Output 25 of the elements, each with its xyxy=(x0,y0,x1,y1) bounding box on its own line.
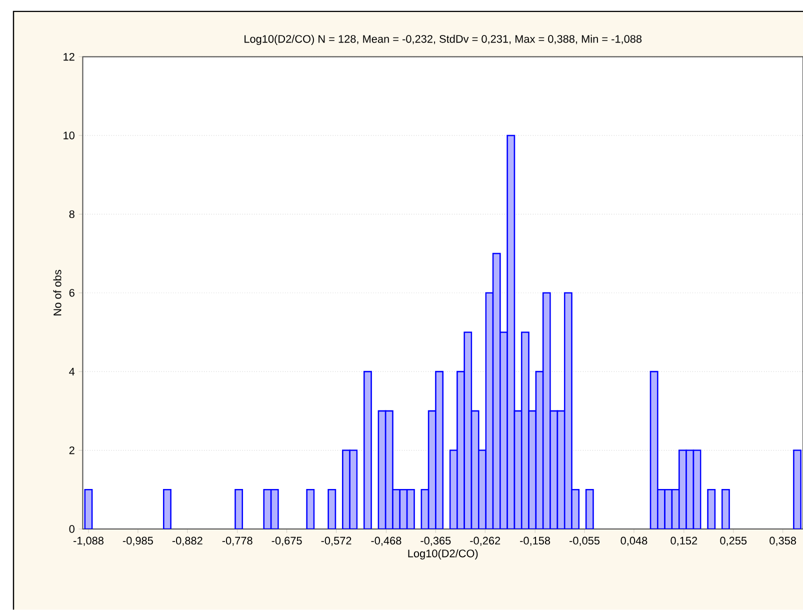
x-tick-label: 0,358 xyxy=(770,536,796,546)
x-tick-label: 0,048 xyxy=(620,536,648,546)
x-tick-label: -0,468 xyxy=(371,536,402,546)
y-tick-label: 4 xyxy=(69,368,75,376)
x-tick-label: -0,778 xyxy=(222,536,252,546)
x-tick-label: -0,572 xyxy=(321,536,352,546)
x-tick-label: -1,088 xyxy=(74,536,104,546)
x-tick-label: -0,675 xyxy=(272,536,302,546)
y-tick-label: 0 xyxy=(69,525,74,533)
y-tick-label: 8 xyxy=(69,210,74,218)
x-tick-label: -0,262 xyxy=(470,536,500,546)
y-tick-label: 2 xyxy=(69,446,74,454)
x-tick-label: -0,365 xyxy=(420,536,451,546)
y-axis-title: No of obs xyxy=(53,270,62,316)
x-tick-label: -0,158 xyxy=(520,536,550,546)
x-tick-label: 0,255 xyxy=(720,536,747,546)
y-tick-label: 6 xyxy=(69,289,74,297)
x-tick-label: 0,152 xyxy=(670,536,698,546)
chart-title: Log10(D2/CO) N = 128, Mean = -0,232, StdDv = 0,231, Max = 0,388, Min = -1,088 xyxy=(244,34,642,46)
x-tick-label: -0,985 xyxy=(122,536,153,546)
x-axis-title: Log10(D2/CO) xyxy=(408,549,478,560)
x-tick-label: -0,882 xyxy=(172,536,202,546)
x-tick-label: -0,055 xyxy=(570,536,600,546)
y-tick-label: 12 xyxy=(64,53,74,61)
y-tick-label: 10 xyxy=(64,132,74,140)
